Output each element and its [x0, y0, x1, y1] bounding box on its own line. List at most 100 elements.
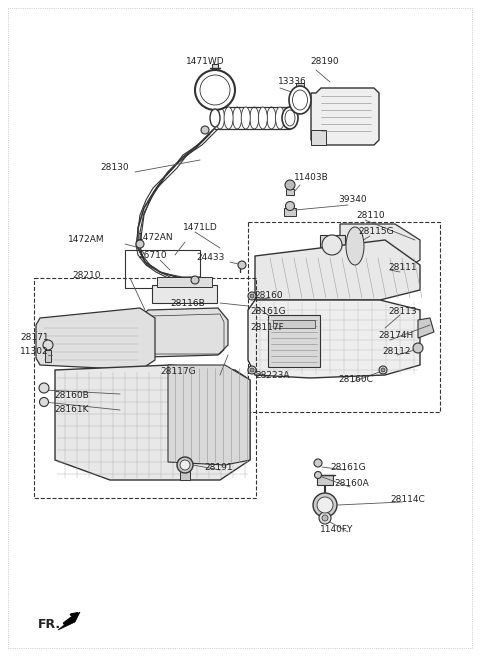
Text: 11302: 11302 [20, 348, 48, 356]
Text: 28174H: 28174H [378, 331, 413, 340]
Text: 28130: 28130 [100, 163, 129, 173]
Bar [45, 350, 51, 362]
Bar [273, 320, 315, 328]
Text: 11403B: 11403B [294, 173, 329, 182]
Circle shape [285, 180, 295, 190]
Bar [152, 285, 217, 303]
Ellipse shape [289, 86, 311, 114]
Ellipse shape [233, 107, 241, 129]
Text: 28115G: 28115G [358, 228, 394, 237]
Circle shape [136, 240, 144, 248]
Polygon shape [311, 130, 326, 145]
Circle shape [191, 276, 199, 284]
Circle shape [313, 493, 337, 517]
Ellipse shape [285, 110, 295, 126]
Text: 28161G: 28161G [330, 464, 366, 472]
Circle shape [39, 383, 49, 393]
Polygon shape [36, 308, 155, 370]
Text: 28117F: 28117F [250, 323, 284, 333]
FancyArrowPatch shape [64, 613, 77, 623]
Circle shape [177, 457, 193, 473]
Text: 28171: 28171 [20, 333, 48, 342]
Circle shape [286, 201, 295, 211]
Text: 28210: 28210 [72, 270, 100, 279]
Circle shape [180, 460, 190, 470]
Circle shape [317, 497, 333, 513]
Circle shape [413, 343, 423, 353]
Circle shape [250, 294, 254, 298]
Text: 28161K: 28161K [54, 405, 88, 415]
Polygon shape [255, 240, 420, 300]
Text: 28160B: 28160B [54, 392, 89, 401]
Circle shape [43, 340, 53, 350]
Text: 28113: 28113 [388, 308, 417, 316]
Circle shape [381, 368, 385, 372]
Polygon shape [55, 365, 250, 480]
Ellipse shape [216, 107, 225, 129]
Circle shape [322, 235, 342, 255]
Circle shape [314, 459, 322, 467]
Ellipse shape [258, 107, 267, 129]
Ellipse shape [210, 109, 220, 127]
Polygon shape [311, 88, 379, 145]
Ellipse shape [224, 107, 233, 129]
Circle shape [314, 472, 322, 478]
Text: 1140FY: 1140FY [320, 525, 353, 535]
Text: 1472AM: 1472AM [68, 236, 105, 245]
Text: 28114C: 28114C [390, 495, 425, 504]
Ellipse shape [267, 107, 276, 129]
Text: 1471WD: 1471WD [186, 58, 224, 66]
Polygon shape [138, 308, 228, 357]
Polygon shape [418, 318, 434, 338]
Circle shape [248, 366, 256, 374]
Text: 28160C: 28160C [338, 375, 373, 384]
Bar [286, 189, 294, 195]
Ellipse shape [346, 227, 364, 265]
Bar [317, 475, 333, 485]
Text: 1472AN: 1472AN [138, 234, 174, 243]
Text: 28160A: 28160A [334, 480, 369, 489]
Circle shape [201, 126, 209, 134]
Text: 28160: 28160 [254, 291, 283, 300]
Ellipse shape [292, 90, 308, 110]
Polygon shape [58, 612, 80, 630]
Circle shape [200, 75, 230, 105]
Polygon shape [340, 224, 420, 272]
Text: 28190: 28190 [310, 58, 338, 66]
Text: 13336: 13336 [278, 77, 307, 87]
Text: FR.: FR. [38, 619, 61, 632]
Circle shape [39, 398, 48, 407]
Bar [180, 470, 190, 480]
Text: 39340: 39340 [338, 195, 367, 205]
Polygon shape [168, 365, 250, 465]
Ellipse shape [276, 107, 285, 129]
Text: 28111: 28111 [388, 264, 417, 272]
Text: 28161G: 28161G [250, 308, 286, 316]
Bar [125, 250, 200, 288]
Text: 28112: 28112 [382, 348, 410, 356]
Circle shape [248, 292, 256, 300]
Ellipse shape [282, 107, 298, 129]
Circle shape [238, 261, 246, 269]
Ellipse shape [250, 107, 259, 129]
Circle shape [195, 70, 235, 110]
Text: 28116B: 28116B [170, 300, 205, 308]
Text: 28223A: 28223A [255, 371, 289, 380]
Text: 28117G: 28117G [160, 367, 196, 377]
Circle shape [379, 366, 387, 374]
Ellipse shape [241, 107, 250, 129]
Text: 26710: 26710 [138, 251, 167, 260]
Text: 24433: 24433 [196, 253, 224, 262]
Circle shape [250, 368, 254, 372]
Text: 1471LD: 1471LD [183, 224, 218, 232]
Polygon shape [320, 235, 345, 255]
Bar [284, 208, 296, 216]
Polygon shape [248, 300, 420, 378]
Bar [268, 315, 320, 367]
Circle shape [319, 512, 331, 524]
Bar [157, 277, 212, 287]
Circle shape [322, 515, 328, 521]
Text: 28110: 28110 [356, 211, 384, 220]
Bar [34, 278, 256, 498]
Bar [296, 83, 304, 89]
